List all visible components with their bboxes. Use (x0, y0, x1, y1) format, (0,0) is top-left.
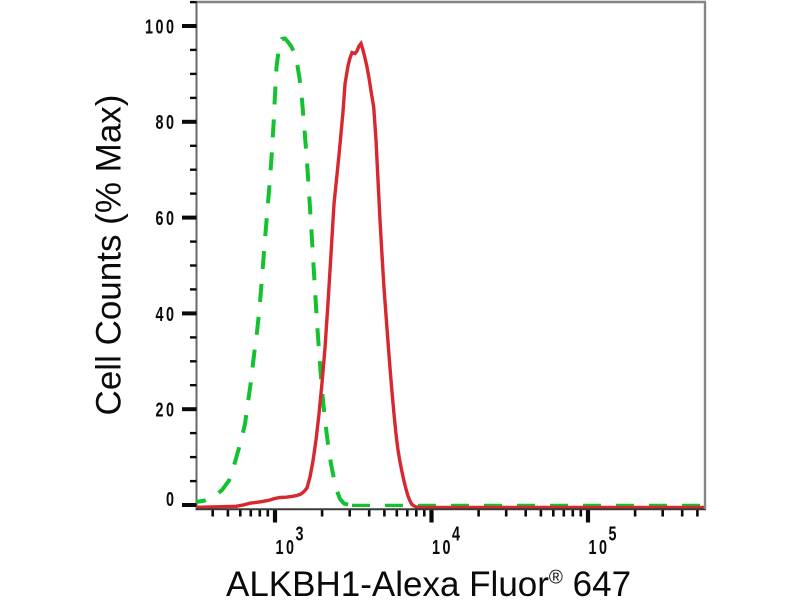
svg-text:ALKBH1-Alexa Fluor® 647: ALKBH1-Alexa Fluor® 647 (226, 565, 631, 600)
svg-text:100: 100 (145, 15, 177, 38)
svg-text:4: 4 (452, 522, 463, 545)
svg-text:60: 60 (156, 206, 177, 229)
svg-text:0: 0 (166, 487, 177, 510)
svg-text:80: 80 (156, 111, 177, 134)
svg-text:3: 3 (296, 522, 307, 545)
svg-text:20: 20 (156, 398, 177, 421)
svg-text:10: 10 (589, 535, 610, 558)
svg-text:40: 40 (156, 302, 177, 325)
svg-text:Cell Counts (% Max): Cell Counts (% Max) (90, 95, 129, 416)
svg-text:5: 5 (609, 522, 620, 545)
svg-text:10: 10 (432, 535, 453, 558)
svg-text:10: 10 (276, 535, 297, 558)
